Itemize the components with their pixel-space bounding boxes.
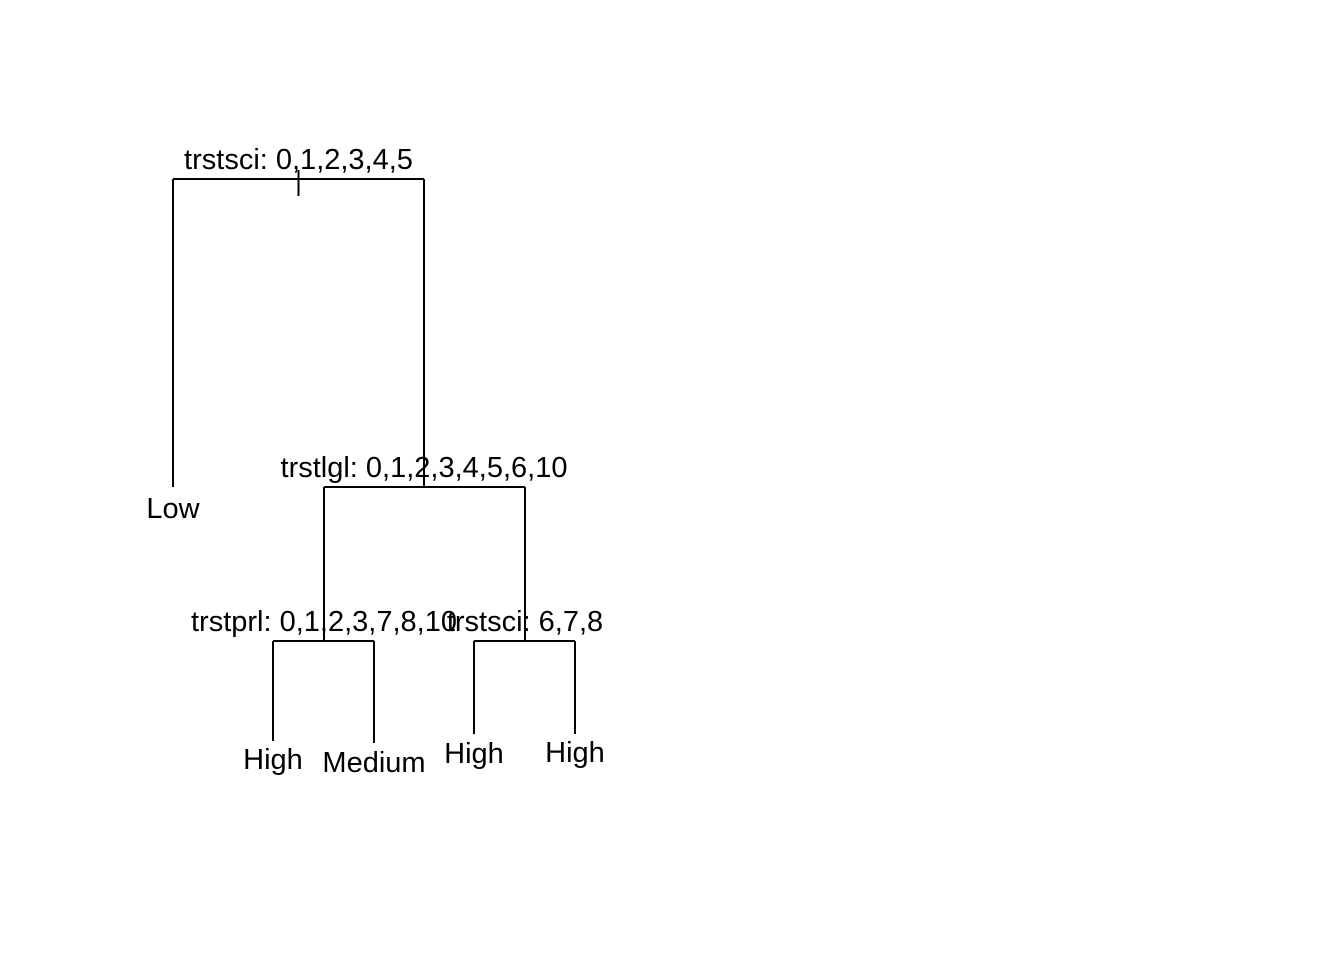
leaf-label-medium: Medium [322, 747, 425, 779]
split-label-trstlgl: trstlgl: 0,1,2,3,4,5,6,10 [281, 452, 568, 484]
node-trstprl: trstprl: 0,1,2,3,7,8,10 [191, 606, 457, 743]
node-root: trstsci: 0,1,2,3,4,5 [172, 144, 425, 487]
leaf-label-high-1: High [243, 744, 303, 776]
node-trstsci-second: trstsci: 6,7,8 [447, 606, 603, 734]
leaf-label-high-3: High [545, 737, 605, 769]
split-label-trstprl: trstprl: 0,1,2,3,7,8,10 [191, 606, 457, 638]
split-label-root: trstsci: 0,1,2,3,4,5 [184, 144, 413, 176]
node-trstlgl: trstlgl: 0,1,2,3,4,5,6,10 [281, 452, 568, 641]
split-label-trstsci-second: trstsci: 6,7,8 [447, 606, 603, 638]
leaf-label-low: Low [146, 493, 200, 525]
leaf-label-high-2: High [444, 738, 504, 770]
